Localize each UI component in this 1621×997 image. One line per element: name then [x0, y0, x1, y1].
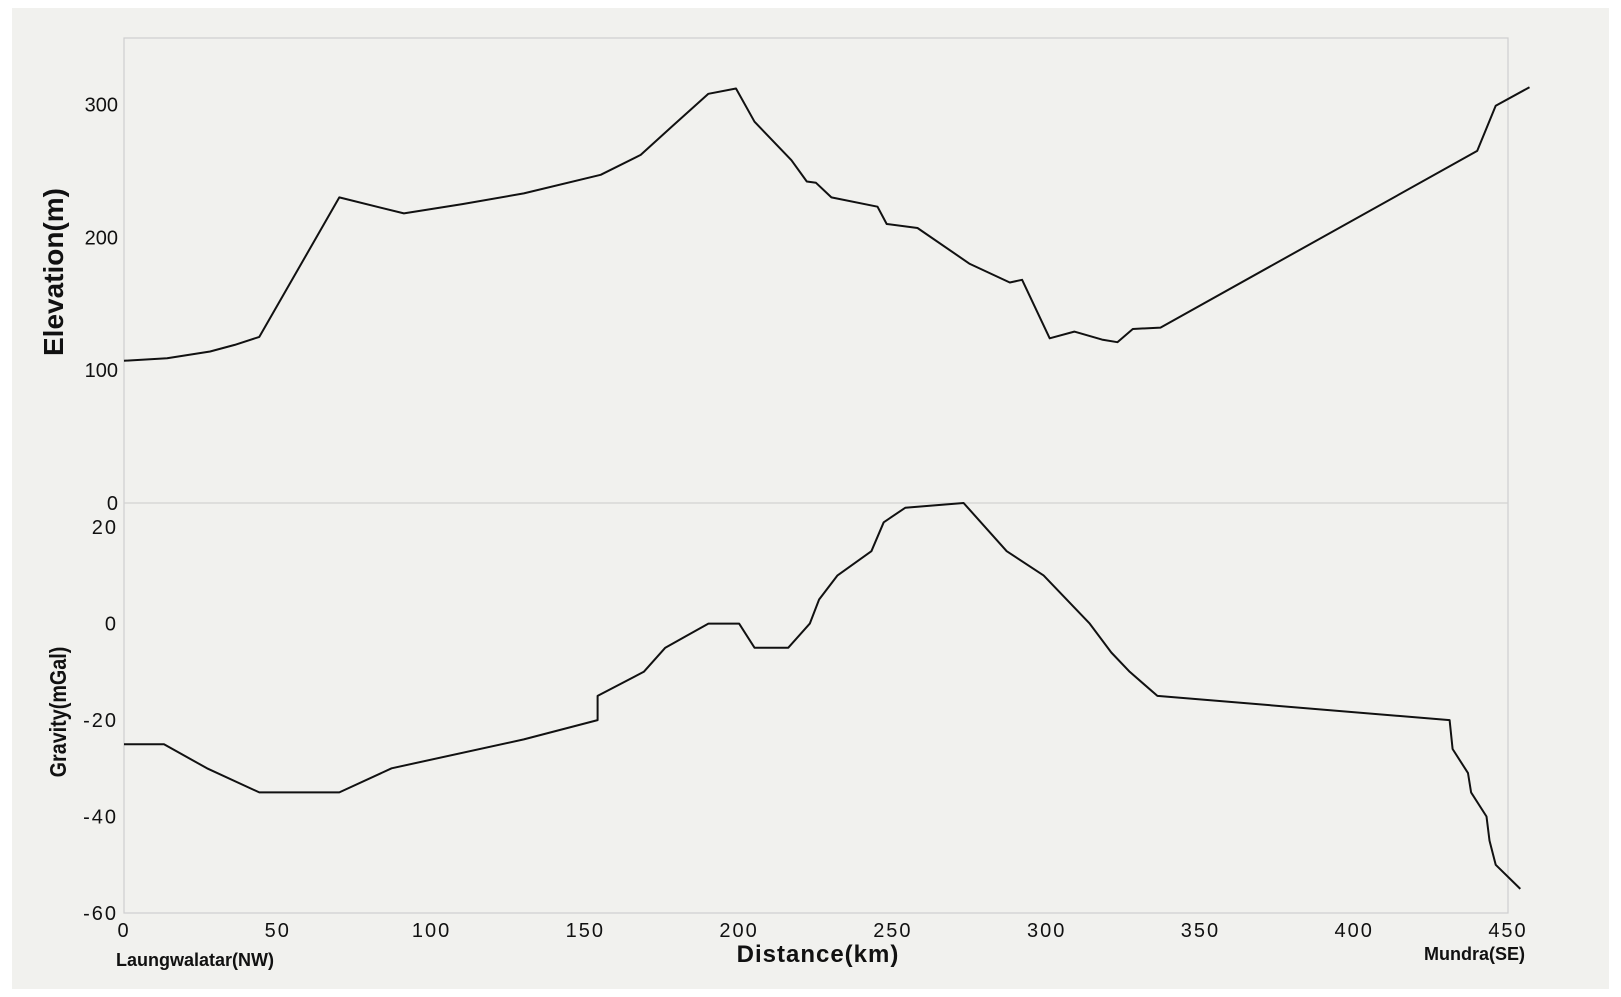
distance-tick-350: 350 [1181, 920, 1220, 942]
distance-tick-100: 100 [412, 920, 451, 942]
gravity-series-line [124, 502, 1521, 890]
gravity-tick-0: 0 [105, 614, 118, 636]
distance-tick-0: 0 [117, 920, 130, 942]
distance-tick-400: 400 [1335, 920, 1374, 942]
distance-axis-label: Distance(km) [737, 941, 900, 968]
gravity-tick-labels: -60 -40 -20 0 20 [83, 517, 118, 925]
elevation-axis-label: Elevation(m) [38, 188, 69, 356]
distance-tick-150: 150 [566, 920, 605, 942]
elevation-series-line [123, 86, 1530, 362]
end-location-label: Mundra(SE) [1424, 944, 1525, 964]
distance-tick-50: 50 [265, 920, 291, 942]
plot-area [123, 37, 1509, 914]
gravity-tick--40: -40 [83, 807, 118, 829]
gravity-tick--20: -20 [83, 710, 118, 732]
distance-tick-300: 300 [1027, 920, 1066, 942]
gravity-tick-20: 20 [92, 517, 118, 539]
elevation-tick-300: 300 [85, 94, 118, 116]
elevation-tick-200: 200 [85, 227, 118, 249]
start-location-label: Laungwalatar(NW) [116, 950, 274, 970]
distance-tick-200: 200 [719, 920, 758, 942]
distance-tick-250: 250 [873, 920, 912, 942]
elevation-tick-0: 0 [107, 493, 118, 515]
distance-tick-450: 450 [1488, 920, 1527, 942]
chart-frame [12, 8, 1609, 989]
gravity-axis-label: Gravity(mGal) [46, 647, 72, 778]
elevation-tick-100: 100 [85, 360, 118, 382]
distance-tick-labels: 0 50 100 150 200 250 300 350 400 450 [117, 920, 1527, 942]
gravity-tick--60: -60 [83, 903, 118, 925]
elevation-tick-labels: 0 100 200 300 [85, 94, 118, 515]
